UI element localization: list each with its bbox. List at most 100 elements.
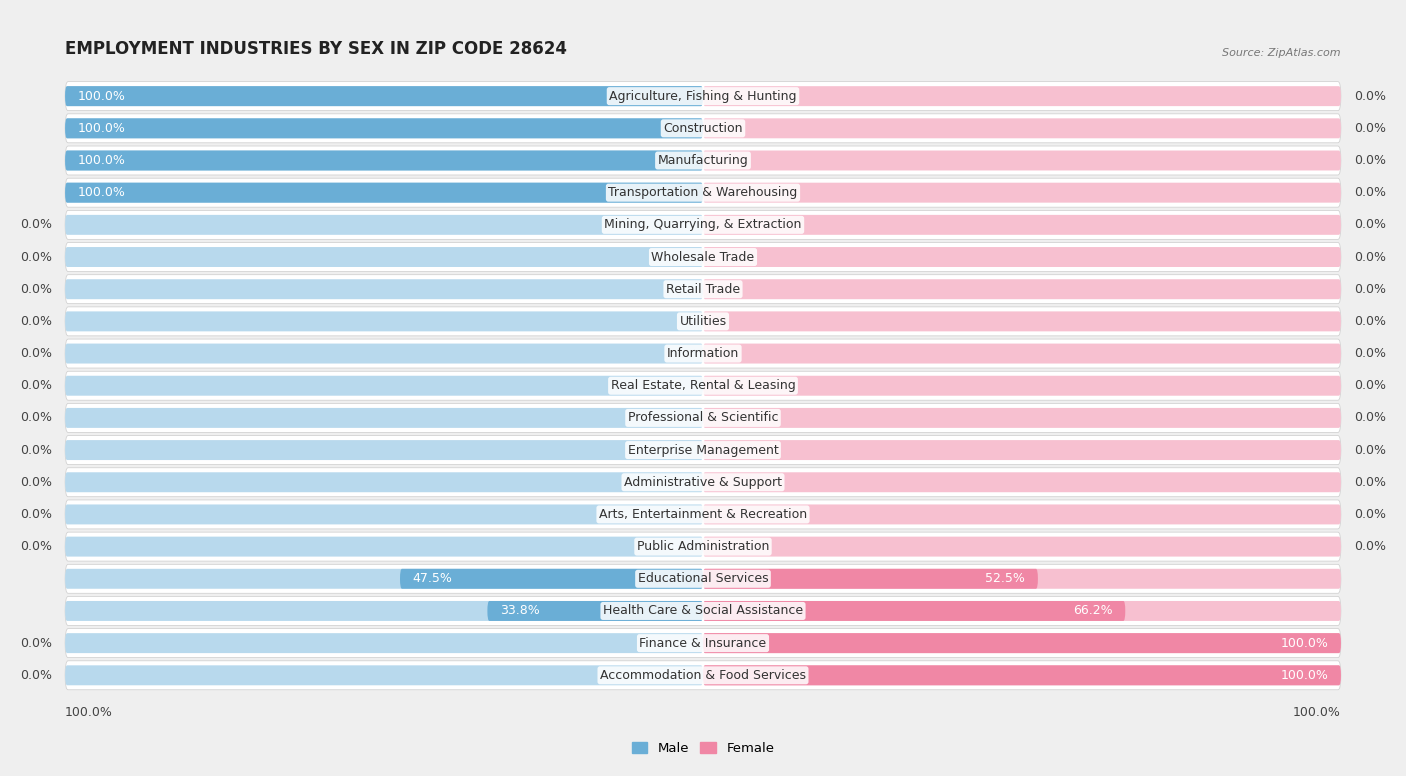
Text: 66.2%: 66.2% bbox=[1073, 605, 1112, 618]
FancyBboxPatch shape bbox=[65, 633, 703, 653]
FancyBboxPatch shape bbox=[65, 86, 703, 106]
FancyBboxPatch shape bbox=[65, 500, 1341, 529]
Text: Administrative & Support: Administrative & Support bbox=[624, 476, 782, 489]
Text: Finance & Insurance: Finance & Insurance bbox=[640, 636, 766, 650]
Text: 100.0%: 100.0% bbox=[77, 154, 125, 167]
Text: 0.0%: 0.0% bbox=[20, 411, 52, 424]
FancyBboxPatch shape bbox=[65, 279, 703, 300]
Text: 0.0%: 0.0% bbox=[20, 444, 52, 456]
FancyBboxPatch shape bbox=[65, 339, 1341, 368]
Text: 0.0%: 0.0% bbox=[1354, 251, 1386, 264]
Legend: Male, Female: Male, Female bbox=[626, 736, 780, 760]
FancyBboxPatch shape bbox=[65, 597, 1341, 625]
Text: Transportation & Warehousing: Transportation & Warehousing bbox=[609, 186, 797, 199]
FancyBboxPatch shape bbox=[703, 633, 1341, 653]
FancyBboxPatch shape bbox=[703, 247, 1341, 267]
FancyBboxPatch shape bbox=[65, 215, 703, 235]
FancyBboxPatch shape bbox=[65, 81, 1341, 111]
FancyBboxPatch shape bbox=[65, 182, 703, 203]
Text: Wholesale Trade: Wholesale Trade bbox=[651, 251, 755, 264]
Text: 0.0%: 0.0% bbox=[1354, 122, 1386, 135]
Text: Utilities: Utilities bbox=[679, 315, 727, 328]
Text: 0.0%: 0.0% bbox=[20, 379, 52, 392]
Text: 100.0%: 100.0% bbox=[77, 122, 125, 135]
Text: 0.0%: 0.0% bbox=[1354, 540, 1386, 553]
FancyBboxPatch shape bbox=[65, 114, 1341, 143]
Text: 100.0%: 100.0% bbox=[1281, 669, 1329, 682]
Text: Source: ZipAtlas.com: Source: ZipAtlas.com bbox=[1222, 47, 1341, 57]
FancyBboxPatch shape bbox=[65, 601, 703, 621]
FancyBboxPatch shape bbox=[65, 178, 1341, 207]
FancyBboxPatch shape bbox=[65, 468, 1341, 497]
FancyBboxPatch shape bbox=[703, 473, 1341, 492]
Text: 0.0%: 0.0% bbox=[1354, 186, 1386, 199]
FancyBboxPatch shape bbox=[65, 665, 703, 685]
FancyBboxPatch shape bbox=[65, 151, 703, 171]
FancyBboxPatch shape bbox=[65, 311, 703, 331]
FancyBboxPatch shape bbox=[703, 182, 1341, 203]
Text: 100.0%: 100.0% bbox=[1281, 636, 1329, 650]
FancyBboxPatch shape bbox=[488, 601, 703, 621]
FancyBboxPatch shape bbox=[703, 633, 1341, 653]
FancyBboxPatch shape bbox=[703, 408, 1341, 428]
FancyBboxPatch shape bbox=[703, 86, 1341, 106]
Text: 0.0%: 0.0% bbox=[1354, 315, 1386, 328]
FancyBboxPatch shape bbox=[65, 247, 703, 267]
Text: Arts, Entertainment & Recreation: Arts, Entertainment & Recreation bbox=[599, 508, 807, 521]
FancyBboxPatch shape bbox=[65, 151, 703, 171]
FancyBboxPatch shape bbox=[65, 408, 703, 428]
Text: 0.0%: 0.0% bbox=[20, 636, 52, 650]
Text: 0.0%: 0.0% bbox=[1354, 282, 1386, 296]
Text: 33.8%: 33.8% bbox=[501, 605, 540, 618]
FancyBboxPatch shape bbox=[65, 182, 703, 203]
FancyBboxPatch shape bbox=[703, 215, 1341, 235]
FancyBboxPatch shape bbox=[703, 665, 1341, 685]
FancyBboxPatch shape bbox=[703, 601, 1341, 621]
Text: Professional & Scientific: Professional & Scientific bbox=[627, 411, 779, 424]
FancyBboxPatch shape bbox=[65, 435, 1341, 465]
FancyBboxPatch shape bbox=[65, 404, 1341, 432]
FancyBboxPatch shape bbox=[65, 504, 703, 525]
FancyBboxPatch shape bbox=[65, 146, 1341, 175]
Text: 0.0%: 0.0% bbox=[1354, 347, 1386, 360]
Text: 0.0%: 0.0% bbox=[20, 540, 52, 553]
Text: Health Care & Social Assistance: Health Care & Social Assistance bbox=[603, 605, 803, 618]
Text: 0.0%: 0.0% bbox=[20, 282, 52, 296]
Text: 52.5%: 52.5% bbox=[986, 572, 1025, 585]
FancyBboxPatch shape bbox=[703, 569, 1038, 589]
FancyBboxPatch shape bbox=[65, 440, 703, 460]
FancyBboxPatch shape bbox=[65, 119, 703, 138]
Text: Accommodation & Food Services: Accommodation & Food Services bbox=[600, 669, 806, 682]
FancyBboxPatch shape bbox=[703, 344, 1341, 363]
Text: EMPLOYMENT INDUSTRIES BY SEX IN ZIP CODE 28624: EMPLOYMENT INDUSTRIES BY SEX IN ZIP CODE… bbox=[65, 40, 567, 57]
Text: 0.0%: 0.0% bbox=[1354, 218, 1386, 231]
Text: Educational Services: Educational Services bbox=[638, 572, 768, 585]
FancyBboxPatch shape bbox=[703, 440, 1341, 460]
FancyBboxPatch shape bbox=[65, 569, 703, 589]
Text: 0.0%: 0.0% bbox=[1354, 411, 1386, 424]
Text: 100.0%: 100.0% bbox=[77, 90, 125, 102]
Text: Manufacturing: Manufacturing bbox=[658, 154, 748, 167]
Text: 0.0%: 0.0% bbox=[20, 669, 52, 682]
FancyBboxPatch shape bbox=[65, 629, 1341, 657]
Text: Real Estate, Rental & Leasing: Real Estate, Rental & Leasing bbox=[610, 379, 796, 392]
Text: 0.0%: 0.0% bbox=[20, 476, 52, 489]
FancyBboxPatch shape bbox=[65, 243, 1341, 272]
FancyBboxPatch shape bbox=[65, 307, 1341, 336]
Text: 0.0%: 0.0% bbox=[1354, 154, 1386, 167]
Text: 100.0%: 100.0% bbox=[1294, 706, 1341, 719]
FancyBboxPatch shape bbox=[703, 376, 1341, 396]
FancyBboxPatch shape bbox=[703, 311, 1341, 331]
Text: Public Administration: Public Administration bbox=[637, 540, 769, 553]
FancyBboxPatch shape bbox=[399, 569, 703, 589]
FancyBboxPatch shape bbox=[703, 665, 1341, 685]
FancyBboxPatch shape bbox=[703, 151, 1341, 171]
FancyBboxPatch shape bbox=[703, 504, 1341, 525]
Text: 100.0%: 100.0% bbox=[77, 186, 125, 199]
Text: Enterprise Management: Enterprise Management bbox=[627, 444, 779, 456]
Text: 0.0%: 0.0% bbox=[20, 315, 52, 328]
FancyBboxPatch shape bbox=[65, 210, 1341, 239]
Text: 0.0%: 0.0% bbox=[1354, 90, 1386, 102]
FancyBboxPatch shape bbox=[703, 119, 1341, 138]
Text: Construction: Construction bbox=[664, 122, 742, 135]
